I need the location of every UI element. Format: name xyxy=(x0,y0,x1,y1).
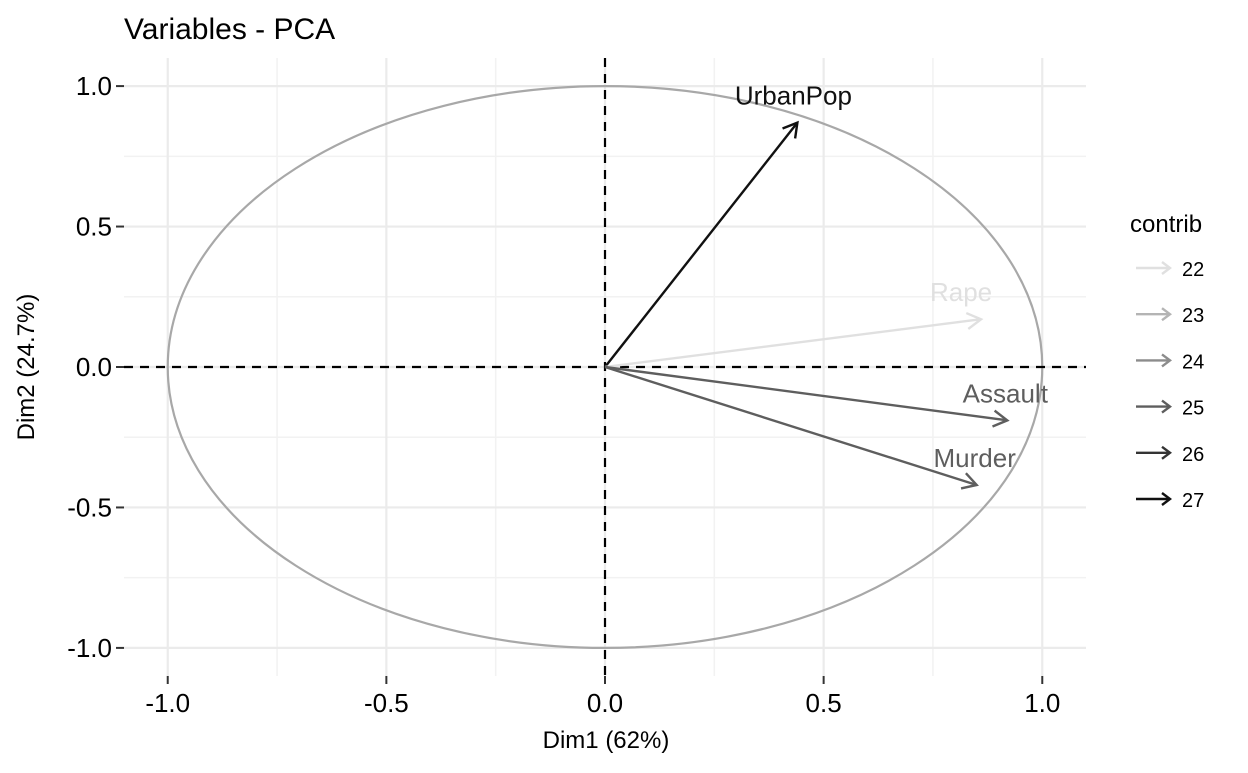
y-tick-label: -1.0 xyxy=(67,633,112,663)
x-tick-label: -1.0 xyxy=(145,688,190,718)
y-tick-label: -0.5 xyxy=(67,492,112,522)
legend-key-arrowhead xyxy=(1161,307,1172,322)
arrowhead-murder xyxy=(960,472,979,490)
legend-key-arrowhead xyxy=(1161,445,1172,460)
legend-key-arrowhead xyxy=(1161,261,1172,275)
x-tick-label: 0.0 xyxy=(587,688,623,718)
legend-title: contrib xyxy=(1130,211,1202,238)
variable-labels: UrbanPop Rape Assault Murder xyxy=(735,81,1049,473)
x-tick-label: -0.5 xyxy=(364,688,409,718)
legend-label: 23 xyxy=(1182,305,1204,327)
legend: contrib 22 23 24 25 26 27 xyxy=(1130,211,1204,512)
y-tick-label: 1.0 xyxy=(76,71,112,101)
arrow-murder xyxy=(604,365,978,487)
legend-item: 26 xyxy=(1136,444,1204,466)
x-tick-label: 0.5 xyxy=(806,688,842,718)
y-axis-label: Dim2 (24.7%) xyxy=(13,294,40,441)
arrow-rape xyxy=(604,318,982,369)
legend-item: 24 xyxy=(1136,351,1204,373)
legend-key-arrowhead xyxy=(1161,492,1172,506)
legend-label: 22 xyxy=(1182,259,1204,281)
arrow-assault xyxy=(604,365,1008,422)
axes: -1.0 -0.5 0.0 0.5 1.0 -1.0 -0.5 0.0 0.5 1.0 xyxy=(67,71,1060,718)
legend-item: 23 xyxy=(1136,305,1204,327)
y-tick-label: 0.5 xyxy=(76,212,112,242)
variable-label-murder: Murder xyxy=(934,443,1017,473)
legend-label: 24 xyxy=(1182,351,1204,373)
arrow-urbanpop xyxy=(604,121,799,368)
x-axis-label: Dim1 (62%) xyxy=(543,727,670,754)
arrowhead-urbanpop xyxy=(782,120,799,139)
chart-title: Variables - PCA xyxy=(124,13,335,46)
legend-item: 22 xyxy=(1136,259,1204,281)
variable-label-urbanpop: UrbanPop xyxy=(735,81,852,111)
y-tick-label: 0.0 xyxy=(76,352,112,382)
legend-label: 26 xyxy=(1182,444,1204,466)
legend-item: 25 xyxy=(1136,398,1204,420)
arrowhead-rape xyxy=(965,311,984,330)
variable-arrows xyxy=(604,120,1010,490)
x-tick-label: 1.0 xyxy=(1024,688,1060,718)
legend-label: 27 xyxy=(1182,490,1204,512)
legend-label: 25 xyxy=(1182,398,1204,420)
legend-key-arrowhead xyxy=(1161,353,1172,368)
legend-key-arrowhead xyxy=(1161,399,1172,414)
legend-item: 27 xyxy=(1136,490,1204,512)
arrowhead-assault xyxy=(992,409,1010,428)
variable-label-assault: Assault xyxy=(963,378,1049,408)
variable-label-rape: Rape xyxy=(930,277,992,307)
